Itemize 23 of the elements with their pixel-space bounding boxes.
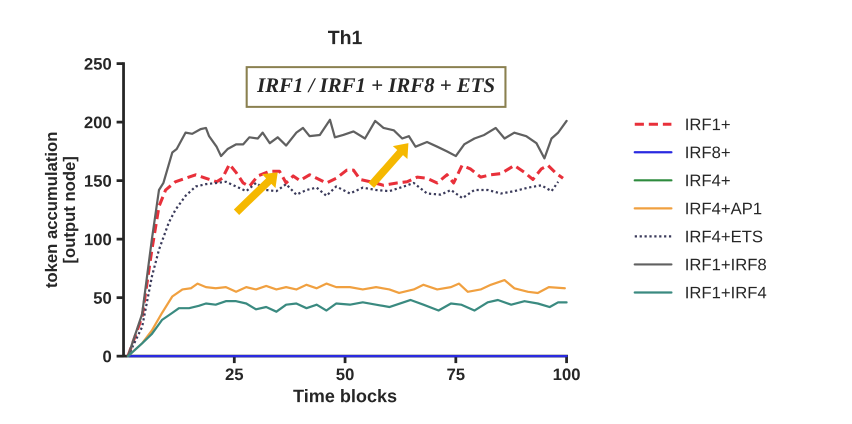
annotation: IRF1 / IRF1 + IRF8 + ETS [256, 78, 494, 92]
line-series [126, 118, 568, 358]
chart-title: Th1 [328, 30, 362, 44]
y-tick-label: 250 [84, 58, 112, 70]
x-axis-title: Time blocks [293, 389, 396, 402]
y-tick-label: 0 [103, 350, 112, 362]
x-tick-label: 75 [447, 368, 465, 380]
x-tick-label: 50 [336, 368, 354, 380]
y-tick-label: 200 [84, 116, 112, 128]
y-tick-label: 50 [94, 292, 112, 304]
x-tick-label: 25 [226, 368, 244, 380]
legend-label: IRF1+IRF8 [686, 258, 766, 270]
legend-label: IRF4+AP1 [686, 202, 762, 214]
legend-label: IRF8+ [686, 146, 730, 158]
legend-label: IRF1+IRF4 [686, 286, 766, 298]
legend-label: IRF4+ [686, 174, 730, 186]
y-axis-title: token accumulation [output node] [44, 132, 78, 288]
legend-label: IRF4+ETS [686, 230, 762, 242]
y-tick-label: 100 [84, 234, 112, 246]
line-series [126, 298, 568, 358]
y-tick-label: 150 [84, 175, 112, 187]
x-tick-label: 100 [554, 368, 580, 380]
legend-label: IRF1+ [686, 118, 730, 130]
